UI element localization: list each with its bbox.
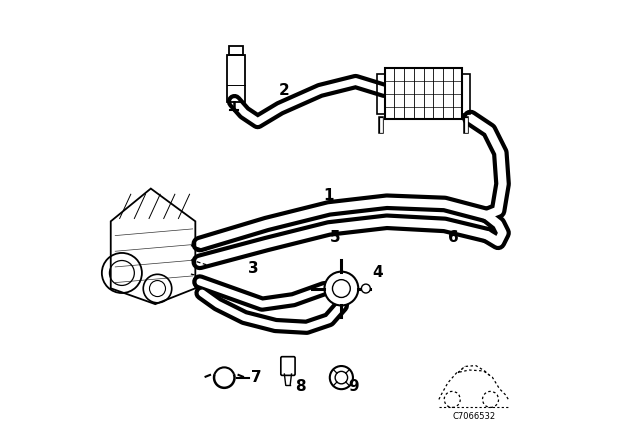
Text: 5: 5 [330,230,341,245]
Bar [227,55,245,102]
Bar [376,73,385,114]
Text: 8: 8 [294,379,305,394]
Text: 9: 9 [348,379,358,394]
Text: 3: 3 [248,261,259,276]
Text: 6: 6 [448,230,459,245]
Bar [229,46,243,55]
Bar [385,68,463,119]
Text: 7: 7 [251,370,262,385]
Circle shape [362,284,371,293]
Text: 1: 1 [324,188,334,202]
Text: 2: 2 [279,83,290,98]
Text: 4: 4 [372,266,383,280]
Bar [463,73,470,114]
Text: C7066532: C7066532 [452,412,495,421]
Circle shape [324,271,358,306]
